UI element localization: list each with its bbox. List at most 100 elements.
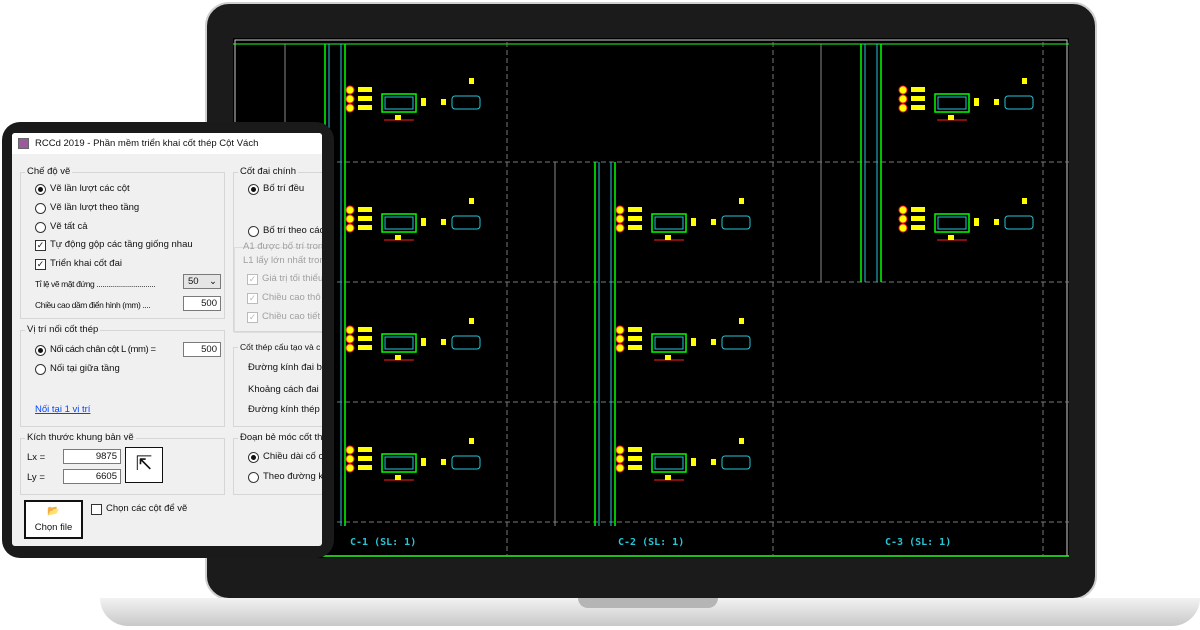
rebar-label xyxy=(628,447,642,452)
rebar-label xyxy=(628,336,642,341)
hook-detail xyxy=(451,335,481,350)
radio-chieu-dai-co[interactable]: Chiều dài cố c xyxy=(248,451,322,463)
beam-height-input[interactable]: 500 xyxy=(183,296,221,311)
note-a1: A1 được bố trí trong xyxy=(243,241,322,252)
section-outline xyxy=(651,453,687,473)
section-marker xyxy=(898,223,908,233)
rebar-label xyxy=(911,216,925,221)
dimension-label xyxy=(691,458,696,466)
stirrup xyxy=(654,456,684,470)
column-label-c3: C-3 (SL: 1) xyxy=(885,537,952,548)
dimension-label xyxy=(691,338,696,346)
section-marker xyxy=(615,343,625,353)
cad-drawing-area[interactable]: C-1 (SL: 1) C-2 (SL: 1) C-3 (SL: 1) xyxy=(233,38,1069,558)
radio-ve-lan-luot-cac-cot[interactable]: Vẽ lần lượt các cột xyxy=(35,183,130,195)
radio-ve-theo-tang[interactable]: Vẽ lần lượt theo tầng xyxy=(35,202,139,214)
radio-bo-tri-theo-cac[interactable]: Bố trí theo các xyxy=(248,225,322,237)
checkbox-gia-tri[interactable]: ✓ Giá trị tối thiểu xyxy=(247,273,322,285)
hook-detail xyxy=(721,215,751,230)
dimension-label xyxy=(665,235,671,240)
radio-noi-giua-tang[interactable]: Nối tại giữa tầng xyxy=(35,363,120,375)
section-marker xyxy=(345,214,355,224)
section-outline xyxy=(381,333,417,353)
section-marker xyxy=(345,103,355,113)
lx-label: Lx = xyxy=(27,452,46,463)
choose-file-button[interactable]: 📂 Chọn file xyxy=(24,500,83,539)
label-khoang-cach-dai: Khoảng cách đai xyxy=(248,384,319,395)
stirrup xyxy=(654,336,684,350)
checkbox-stirrups[interactable]: ✓ Triển khai cốt đai xyxy=(35,258,122,270)
link-noi-tai-1-vi-tri[interactable]: Nối tại 1 vị trí xyxy=(35,404,91,415)
section-marker xyxy=(898,85,908,95)
rebar-label xyxy=(358,87,372,92)
rebar-label xyxy=(628,216,642,221)
dimension-label xyxy=(691,218,696,226)
section-marker xyxy=(898,94,908,104)
checkbox-chieu-cao-tiet[interactable]: ✓ Chiều cao tiết xyxy=(247,311,321,323)
label-duong-kinh-dai: Đường kính đai b xyxy=(248,362,322,373)
rebar-label xyxy=(358,96,372,101)
section-marker xyxy=(615,334,625,344)
section-marker xyxy=(345,94,355,104)
section-marker xyxy=(345,463,355,473)
section-marker xyxy=(615,445,625,455)
hook-detail xyxy=(451,215,481,230)
section-outline xyxy=(651,333,687,353)
rebar-label xyxy=(358,225,372,230)
note-l1: L1 lấy lớn nhất trong xyxy=(243,255,322,266)
ly-label: Ly = xyxy=(27,472,45,483)
rebar-label xyxy=(628,327,642,332)
radio-theo-duong-kinh[interactable]: Theo đường kí xyxy=(248,471,322,483)
radio-ve-tat-ca[interactable]: Vẽ tất cả xyxy=(35,221,88,233)
hook-label xyxy=(441,219,446,225)
dimension-label xyxy=(421,218,426,226)
checkbox-auto-merge[interactable]: ✓ Tự động gộp các tầng giống nhau xyxy=(35,239,193,251)
checkbox-choose-columns[interactable]: Chọn các cột để vẽ xyxy=(91,503,187,515)
dimension-label xyxy=(395,355,401,360)
cad-drawing xyxy=(233,39,1069,557)
section-marker xyxy=(345,325,355,335)
ly-input[interactable]: 6605 xyxy=(63,469,121,484)
label-duong-kinh-thep: Đường kính thép c xyxy=(248,404,322,415)
hook-label xyxy=(994,219,999,225)
section-marker xyxy=(345,205,355,215)
stirrup xyxy=(384,456,414,470)
checkbox-chieu-cao-tho[interactable]: ✓ Chiều cao thô xyxy=(247,292,321,304)
hook-detail xyxy=(451,455,481,470)
rebar-label xyxy=(628,465,642,470)
section-outline xyxy=(381,453,417,473)
L-input[interactable]: 500 xyxy=(183,342,221,357)
choose-file-label: Chọn file xyxy=(34,522,73,533)
scale-select[interactable]: 50 ⌄ xyxy=(183,274,221,289)
hook-label xyxy=(441,99,446,105)
radio-bo-tri-deu[interactable]: Bố trí đều xyxy=(248,183,304,195)
section-marker xyxy=(345,343,355,353)
column-label-c2: C-2 (SL: 1) xyxy=(618,537,685,548)
section-outline xyxy=(934,93,970,113)
section-outline xyxy=(934,213,970,233)
rebar-label xyxy=(628,345,642,350)
section-marker xyxy=(345,454,355,464)
scale-label: Tỉ lệ vẽ mặt đứng ......................… xyxy=(35,279,156,289)
hook-label xyxy=(994,99,999,105)
lx-input[interactable]: 9875 xyxy=(63,449,121,464)
hook-label xyxy=(441,339,446,345)
hook-label xyxy=(1022,78,1027,84)
hook-label xyxy=(711,219,716,225)
app-window: RCCd 2019 - Phần mềm triển khai cốt thép… xyxy=(12,133,322,546)
folder-icon: 📂 xyxy=(47,506,60,517)
rebar-label xyxy=(628,207,642,212)
dimension-label xyxy=(395,235,401,240)
group-cot-dai-chinh: Cốt đai chính Bố trí đều Bố trí theo các… xyxy=(233,166,322,333)
group-cau-tao: Cốt thép cấu tạo và c Đường kính đai b K… xyxy=(233,341,322,427)
dimension-label xyxy=(948,235,954,240)
pick-frame-button[interactable]: ⇱ xyxy=(125,447,163,483)
dimension-label xyxy=(665,475,671,480)
radio-noi-cach-chan[interactable]: Nối cách chân cột L (mm) = xyxy=(35,344,156,356)
chevron-down-icon: ⌄ xyxy=(209,276,217,287)
stirrup xyxy=(384,336,414,350)
rebar-label xyxy=(358,345,372,350)
section-marker xyxy=(615,325,625,335)
column-label-c1: C-1 (SL: 1) xyxy=(350,537,417,548)
hook-label xyxy=(469,78,474,84)
